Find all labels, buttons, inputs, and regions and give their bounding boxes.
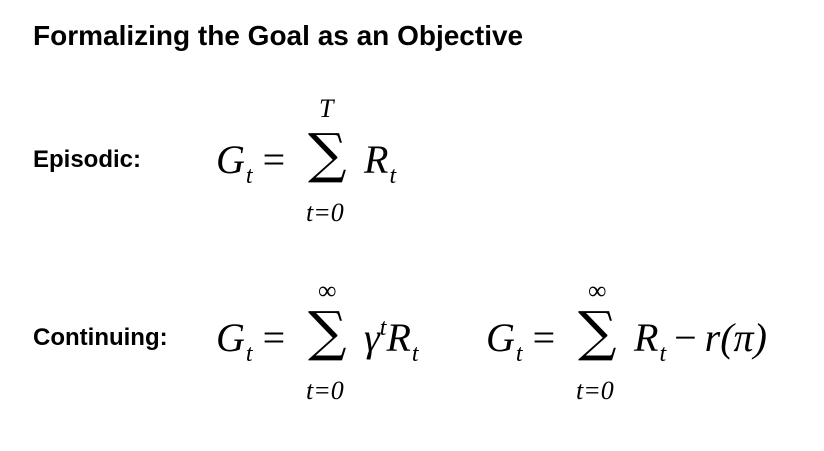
- reward-subscript: t: [659, 341, 667, 367]
- sum-lower-limit: t=0: [576, 376, 614, 405]
- sum-upper-limit: ∞: [318, 276, 337, 305]
- equals-sign: =: [532, 315, 556, 360]
- return-symbol: G: [216, 137, 245, 182]
- average-reward-term: Rt − r(π): [634, 315, 767, 367]
- reward-subscript: t: [411, 341, 419, 367]
- discount-factor: γ: [364, 315, 380, 360]
- reward-symbol: R: [634, 315, 659, 360]
- summation-sign: ∑: [308, 300, 347, 363]
- reward-symbol: R: [386, 315, 411, 360]
- average-reward: r(π): [704, 315, 767, 360]
- sum-lower-limit: t=0: [306, 376, 344, 405]
- sum-upper-limit: ∞: [588, 276, 607, 305]
- discounted-return-lhs: Gt =: [216, 315, 295, 367]
- minus-sign: −: [674, 315, 697, 360]
- equals-sign: =: [262, 315, 286, 360]
- summation-sign: ∑: [578, 300, 617, 363]
- average-reward-return-lhs: Gt =: [486, 315, 565, 367]
- summation-sign: ∑: [308, 122, 347, 185]
- return-symbol: G: [486, 315, 515, 360]
- return-symbol: G: [216, 315, 245, 360]
- discounted-reward-term: γtRt: [364, 315, 419, 366]
- reward-symbol: R: [364, 137, 389, 182]
- slide-title: Formalizing the Goal as an Objective: [33, 20, 524, 51]
- continuing-label: Continuing:: [33, 324, 168, 351]
- reward-subscript: t: [389, 163, 397, 189]
- discount-exponent: t: [379, 315, 387, 341]
- sum-lower-limit: t=0: [306, 198, 344, 227]
- episodic-label: Episodic:: [33, 146, 142, 173]
- equals-sign: =: [262, 137, 286, 182]
- episodic-return-lhs: Gt =: [216, 137, 295, 189]
- return-subscript: t: [515, 341, 523, 367]
- return-subscript: t: [245, 163, 253, 189]
- sum-upper-limit: T: [319, 94, 334, 123]
- return-subscript: t: [245, 341, 253, 367]
- episodic-reward-term: Rt: [364, 137, 396, 189]
